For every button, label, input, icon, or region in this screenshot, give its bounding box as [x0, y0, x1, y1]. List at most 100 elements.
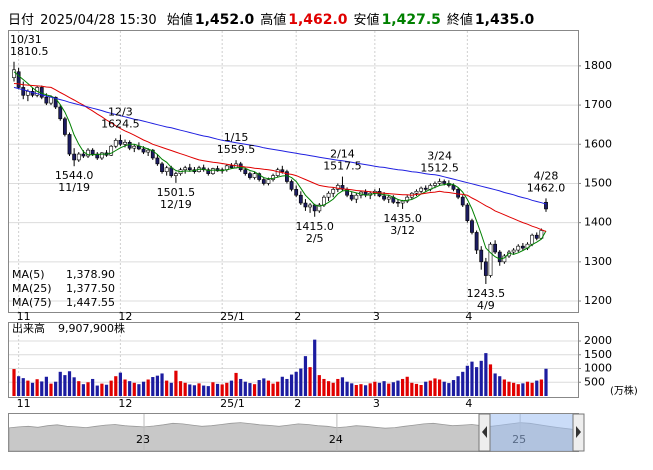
candle-body: [21, 87, 26, 96]
volume-latest: 9,907,900株: [58, 321, 125, 335]
x-tick-label: 24: [329, 433, 343, 446]
volume-bar: [146, 379, 150, 396]
candle-body: [252, 173, 257, 178]
annotation-date: 2/14: [330, 148, 355, 161]
x-tick-label: 11: [17, 397, 31, 410]
y-tick-label: 1700: [584, 98, 612, 111]
candle-body: [308, 204, 312, 208]
legend-name: MA(25): [12, 282, 52, 295]
candle-body: [511, 249, 516, 253]
volume-bar: [141, 381, 146, 396]
scroll-arrow: [576, 426, 581, 438]
volume-bar: [428, 380, 432, 396]
volume-bar: [67, 371, 72, 396]
ma-line: [13, 86, 547, 205]
field-value: 1,435.0: [474, 12, 535, 28]
volume-bar: [350, 383, 354, 396]
candle-body: [470, 220, 474, 233]
candle-body: [534, 234, 539, 239]
annotation-value: 1501.5: [157, 186, 196, 199]
candle-body: [257, 173, 262, 180]
volume-bar: [21, 378, 25, 396]
candle-body: [169, 167, 174, 176]
volume-bar: [289, 374, 294, 396]
volume-bar: [414, 383, 419, 396]
annotation-value: 1559.5: [217, 143, 256, 156]
field-value: 1,462.0: [288, 12, 348, 28]
candle-body: [423, 187, 428, 190]
candle-body: [400, 200, 405, 204]
legend-value: 1,377.50: [66, 282, 115, 295]
annotation-date: 12/19: [160, 198, 192, 211]
volume-bar: [225, 382, 229, 396]
volume-unit: (万株): [610, 384, 638, 397]
volume-bar: [377, 382, 382, 396]
candle-body: [465, 204, 470, 221]
candle-body: [211, 168, 215, 174]
volume-bar: [211, 382, 215, 396]
volume-bar: [535, 380, 539, 396]
candle-body: [354, 194, 359, 200]
navigator-window: [489, 414, 573, 451]
volume-bar: [313, 339, 317, 396]
volume-bar: [387, 383, 391, 396]
volume-bar: [359, 384, 363, 396]
candle-body: [248, 173, 252, 178]
annotation-value: 1544.0: [55, 169, 94, 182]
x-tick-label: 11: [17, 310, 31, 323]
volume-bar: [285, 378, 289, 396]
volume-bar: [63, 375, 67, 396]
candle-body: [160, 163, 164, 172]
candle-body: [164, 167, 169, 172]
annotation-value: 1517.5: [323, 160, 362, 173]
volume-bar: [438, 379, 442, 396]
volume-bar: [424, 381, 428, 396]
volume-bar: [498, 376, 502, 396]
volume-bar: [465, 365, 469, 396]
volume-bar: [49, 383, 53, 396]
annotation-value: 1435.0: [383, 212, 422, 225]
candle-body: [113, 140, 118, 147]
volume-bar: [368, 383, 372, 396]
x-tick-label: 25/1: [220, 397, 245, 410]
header: 日付 2025/04/28 15:30 始値 1,452.0 高値 1,462.0 安値…: [8, 9, 540, 28]
volume-bar: [391, 382, 395, 396]
candle-body: [146, 149, 151, 153]
candle-body: [86, 149, 90, 157]
candle-body: [266, 179, 271, 184]
volume-bar: [95, 385, 99, 396]
annotation-value: 1415.0: [295, 220, 334, 233]
volume-bar: [544, 368, 548, 396]
volume-bar: [114, 376, 118, 396]
volume-bar: [419, 385, 423, 396]
y-tick-label: 1600: [584, 137, 612, 150]
volume-bar: [12, 369, 16, 396]
annotation-date: 4/28: [534, 169, 559, 182]
volume-bar: [502, 379, 506, 396]
volume-bar: [488, 364, 493, 396]
volume-bar: [530, 382, 534, 396]
volume-bar: [271, 383, 275, 396]
ma-line: [13, 71, 547, 260]
volume-bar: [81, 384, 85, 396]
candle-body: [118, 140, 123, 145]
candle-body: [99, 152, 104, 159]
volume-bar: [354, 385, 358, 396]
candle-body: [16, 71, 21, 88]
candle-body: [303, 202, 308, 208]
volume-bar: [206, 386, 210, 396]
volume-bar: [516, 384, 520, 396]
volume-bar: [183, 382, 187, 396]
volume-bar: [104, 384, 109, 396]
date-label: 日付: [8, 13, 35, 28]
candle-body: [349, 194, 354, 200]
candle-body: [497, 251, 502, 263]
annotation-value: 1810.5: [10, 45, 49, 58]
candle-body: [442, 181, 447, 184]
candle-body: [335, 185, 340, 190]
field-label: 終値: [446, 13, 473, 28]
volume-bar: [178, 381, 183, 396]
volume-bar: [188, 384, 192, 396]
legend-name: MA(75): [12, 296, 52, 309]
volume-bar: [405, 376, 409, 396]
